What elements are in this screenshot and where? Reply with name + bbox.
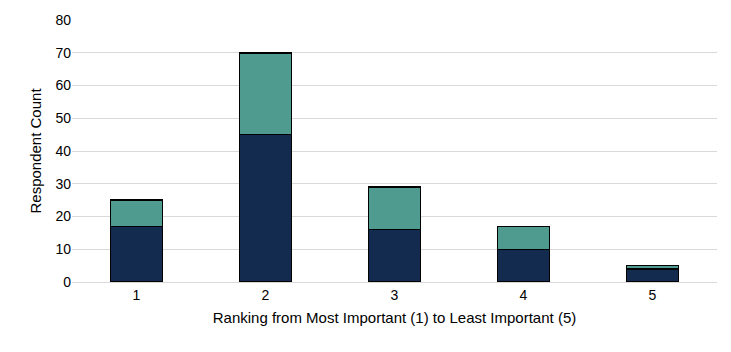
svg-text:40: 40 [55,143,71,159]
svg-text:50: 50 [55,110,71,126]
svg-text:5: 5 [649,287,657,303]
svg-text:20: 20 [55,208,71,224]
svg-text:1: 1 [133,287,141,303]
svg-text:10: 10 [55,241,71,257]
svg-text:80: 80 [55,12,71,28]
svg-text:2: 2 [262,287,270,303]
svg-text:60: 60 [55,77,71,93]
svg-text:3: 3 [391,287,399,303]
svg-text:4: 4 [520,287,528,303]
svg-text:70: 70 [55,45,71,61]
svg-text:0: 0 [63,274,71,290]
svg-text:Ranking from Most Important (1: Ranking from Most Important (1) to Least… [213,309,576,326]
svg-text:Respondent Count: Respondent Count [27,88,44,214]
svg-text:30: 30 [55,176,71,192]
